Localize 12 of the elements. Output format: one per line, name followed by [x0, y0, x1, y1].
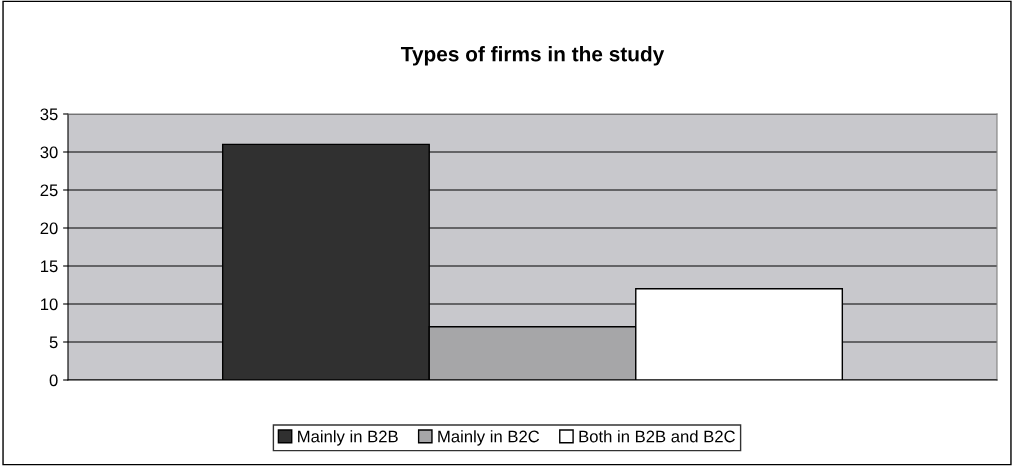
- legend-label: Mainly in B2C: [438, 430, 540, 446]
- legend-label: Mainly in B2B: [298, 430, 398, 446]
- y-tick-label: 15: [41, 260, 58, 273]
- chart-title: Types of firms in the study: [400, 46, 665, 66]
- legend-label: Both in B2B and B2C: [579, 430, 735, 443]
- y-tick-label: 30: [40, 146, 58, 159]
- y-tick-label: 25: [40, 184, 58, 197]
- y-tick-label: 0: [49, 374, 58, 387]
- y-tick-label: 35: [40, 108, 58, 121]
- y-tick-label: 20: [40, 222, 58, 235]
- y-tick-label: 10: [41, 298, 58, 311]
- y-tick-label: 5: [49, 336, 58, 349]
